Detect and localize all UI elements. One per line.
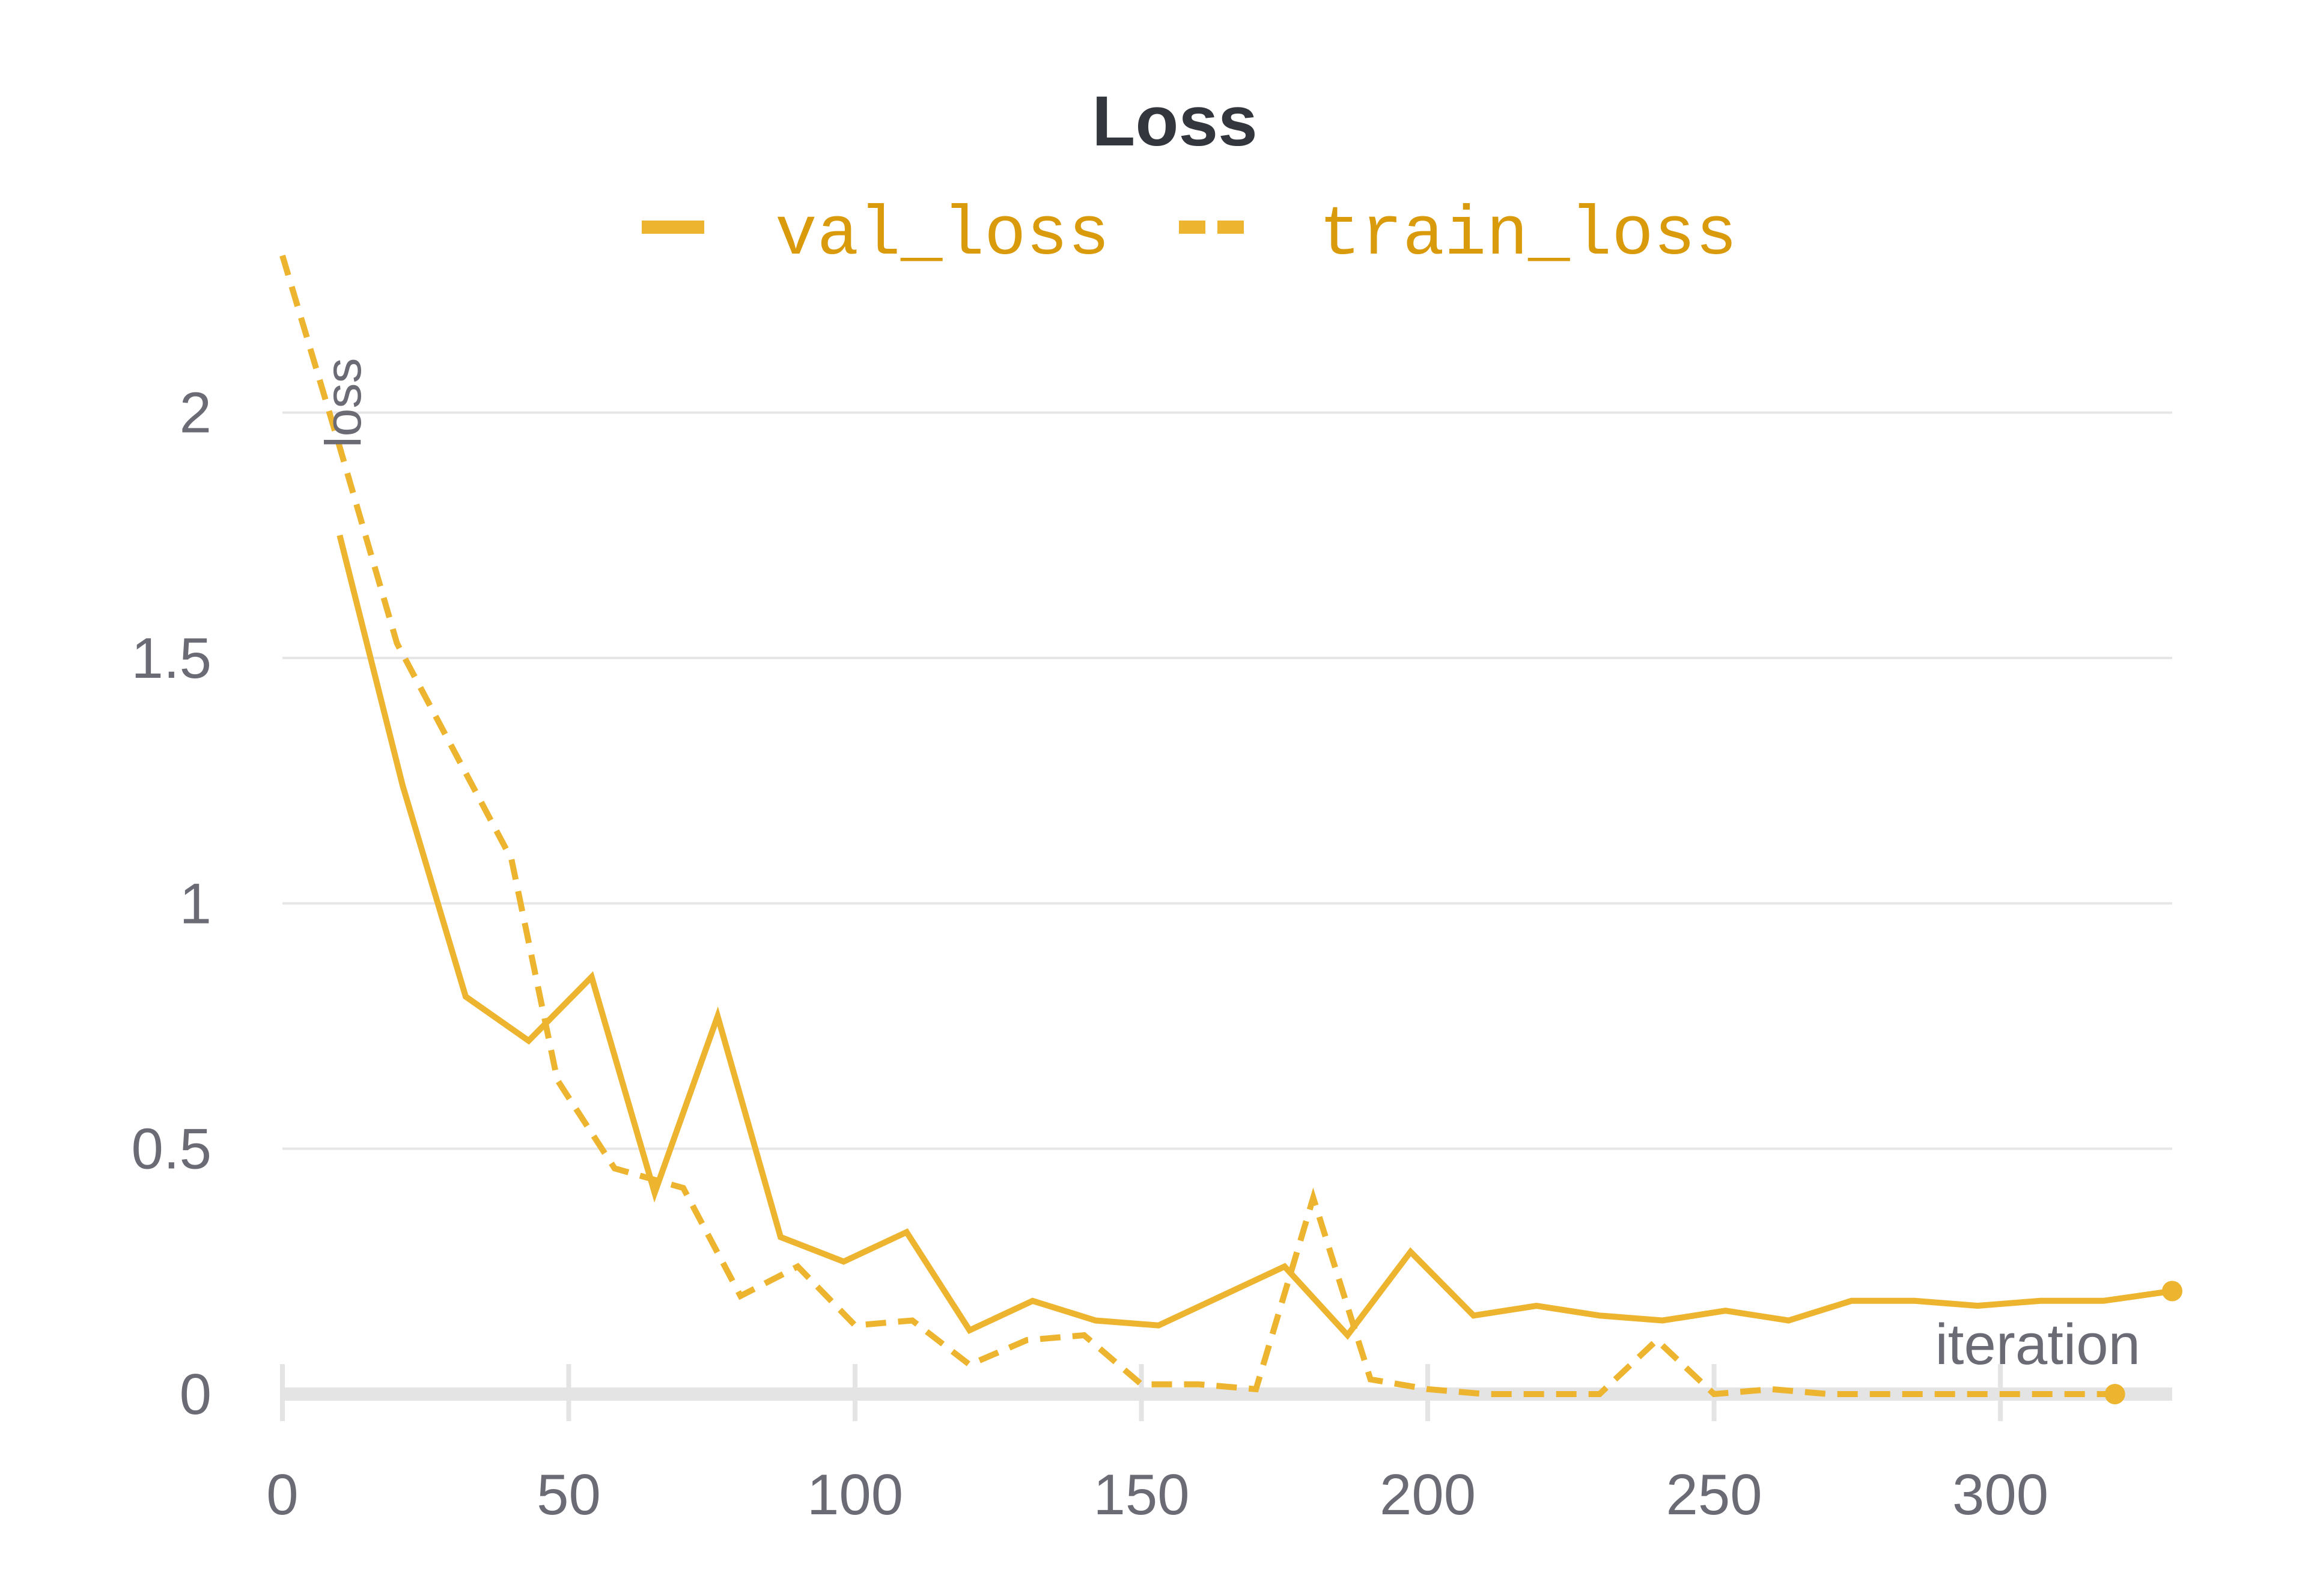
y-tick-label: 1: [180, 871, 212, 936]
x-tick-label: 150: [1093, 1463, 1189, 1527]
plot-area: [279, 254, 2182, 1404]
x-axis-label: iteration: [1935, 1312, 2140, 1377]
y-axis: 0 0.5 1 1.5 2: [132, 381, 212, 1427]
y-tick-label: 2: [180, 381, 212, 445]
y-tick-label: 1.5: [132, 626, 212, 690]
x-tick-label: 200: [1380, 1463, 1476, 1527]
val_loss-line: [336, 534, 2173, 1340]
legend-label: train_loss: [1319, 195, 1737, 275]
legend-item-val_loss: val_loss: [642, 195, 1110, 275]
x-tick-label: 50: [537, 1463, 601, 1527]
x-tick-label: 300: [1952, 1463, 2048, 1527]
train_loss-end-marker: [2104, 1384, 2125, 1404]
y-tick-label: 0.5: [132, 1117, 212, 1181]
grid: [282, 411, 2172, 1150]
train_loss-line: [279, 254, 2115, 1398]
y-tick-label: 0: [180, 1362, 212, 1427]
x-tick-label: 0: [266, 1463, 298, 1527]
legend-item-train_loss: train_loss: [1179, 195, 1737, 275]
y-axis-label: loss: [315, 358, 371, 448]
legend-label: val_loss: [775, 195, 1110, 275]
legend: val_loss train_loss: [642, 195, 1737, 275]
x-tick-label: 250: [1666, 1463, 1762, 1527]
x-tick-label: 100: [807, 1463, 903, 1527]
val_loss-end-marker: [2162, 1281, 2182, 1302]
chart-title: Loss: [1092, 82, 1257, 161]
